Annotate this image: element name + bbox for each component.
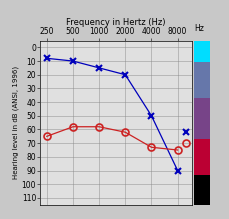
Bar bbox=[194, 175, 210, 205]
Bar bbox=[194, 41, 210, 62]
X-axis label: Frequency in Hertz (Hz): Frequency in Hertz (Hz) bbox=[66, 18, 165, 26]
Bar bbox=[194, 62, 210, 98]
Bar bbox=[194, 98, 210, 139]
Bar bbox=[194, 139, 210, 175]
Text: Hz: Hz bbox=[194, 24, 204, 33]
Y-axis label: Hearing level in dB (ANSI, 1996): Hearing level in dB (ANSI, 1996) bbox=[12, 66, 19, 179]
